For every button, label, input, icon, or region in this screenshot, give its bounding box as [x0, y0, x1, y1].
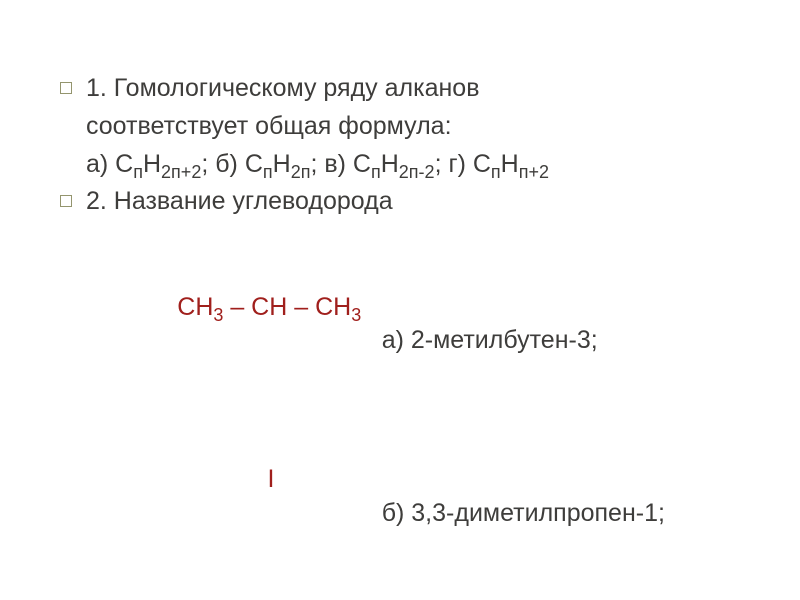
opt-d-s2: п+2: [519, 162, 549, 182]
q1-line1: 1. Гомологическому ряду алканов: [60, 72, 750, 106]
opt-c-mid: Н: [381, 150, 399, 178]
ans-b: б) 3,3-диметилпропен-1;: [382, 497, 665, 531]
struct-row-1: СН3 – СН – СН3 а) 2-метилбутен-3;: [60, 223, 750, 392]
struct-row-2: І б) 3,3-диметилпропен-1;: [60, 396, 750, 565]
opt-d-pre: г) С: [448, 150, 490, 178]
slide: 1. Гомологическому ряду алканов соответс…: [0, 0, 800, 600]
opt-a-post: ;: [201, 150, 208, 178]
q1-text-b: соответствует общая формула:: [86, 110, 452, 144]
q1-options-text: а) СпН2п+2; б) СпН2п; в) СпН2п-2; г) СпН…: [86, 148, 549, 182]
q1-text-a: 1. Гомологическому ряду алканов: [86, 72, 480, 106]
s2: І: [177, 465, 274, 493]
opt-c-s1: п: [371, 162, 381, 182]
s1a-sub: 3: [213, 305, 223, 325]
opt-a-pre: а) С: [86, 150, 133, 178]
opt-c-post: ;: [435, 150, 442, 178]
opt-b-mid: Н: [273, 150, 291, 178]
struct-row-3: СН = СН2 в) 1,1-диметилпропен-2;: [60, 569, 750, 600]
s1b: – СН – СН: [223, 293, 351, 321]
q2-line: 2. Название углеводорода: [60, 185, 750, 219]
opt-d-mid: Н: [501, 150, 519, 178]
opt-a-s2: 2п+2: [161, 162, 201, 182]
q1-options: а) СпН2п+2; б) СпН2п; в) СпН2п-2; г) СпН…: [60, 148, 750, 182]
opt-b-s2: 2п: [291, 162, 311, 182]
opt-c-pre: в) С: [324, 150, 371, 178]
opt-c-s2: 2п-2: [399, 162, 435, 182]
struct-row-2-text: І б) 3,3-диметилпропен-1;: [80, 396, 665, 565]
ans-a: а) 2-метилбутен-3;: [382, 324, 598, 358]
opt-a-s1: п: [133, 162, 143, 182]
q1-line2: соответствует общая формула:: [60, 110, 750, 144]
struct-row-1-text: СН3 – СН – СН3 а) 2-метилбутен-3;: [80, 223, 598, 392]
bullet-icon: [60, 82, 72, 94]
s1b-sub: 3: [351, 305, 361, 325]
bullet-icon: [60, 195, 72, 207]
opt-b-s1: п: [263, 162, 273, 182]
opt-a-mid: Н: [143, 150, 161, 178]
opt-b-post: ;: [310, 150, 317, 178]
opt-d-s1: п: [491, 162, 501, 182]
struct-row-3-text: СН = СН2 в) 1,1-диметилпропен-2;: [80, 569, 664, 600]
q2-text: 2. Название углеводорода: [86, 185, 393, 219]
s1a: СН: [177, 293, 213, 321]
opt-b-pre: б) С: [215, 150, 263, 178]
